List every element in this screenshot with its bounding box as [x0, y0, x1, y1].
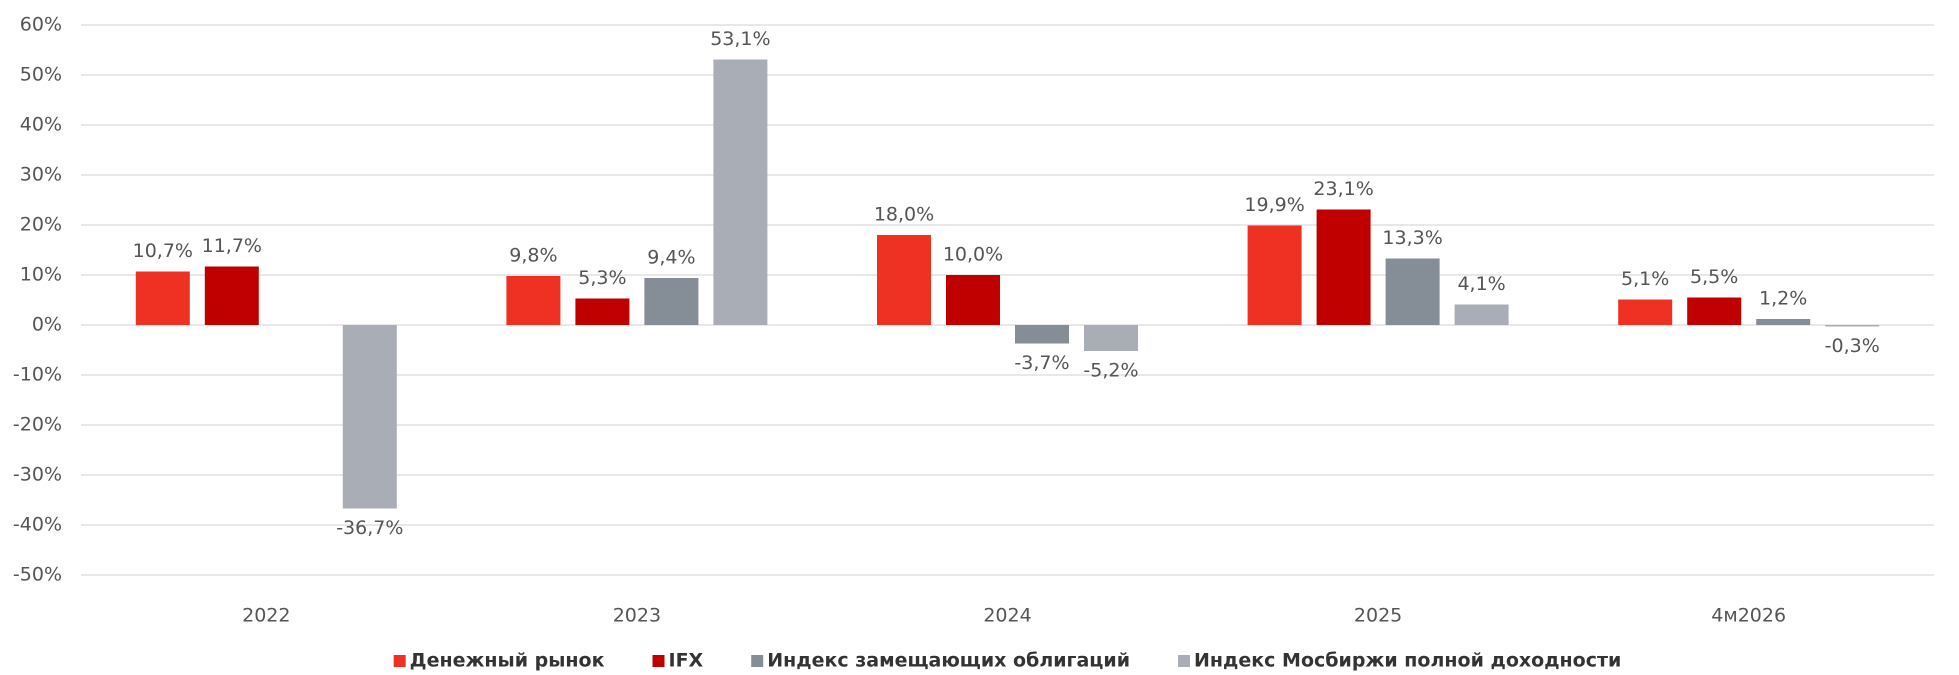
y-tick-label: 20% [20, 214, 62, 236]
data-label: 10,7% [133, 240, 193, 262]
bar [204, 266, 259, 325]
y-tick-label: -10% [13, 364, 62, 386]
y-tick-label: 30% [20, 164, 62, 186]
y-tick-label: 0% [32, 314, 62, 336]
bar [1015, 325, 1069, 344]
bar [1454, 304, 1509, 325]
y-tick-label: 10% [20, 264, 62, 286]
bar [342, 325, 397, 509]
bar [575, 298, 630, 325]
data-label: -0,3% [1825, 335, 1880, 357]
legend-swatch [1178, 655, 1191, 667]
x-tick-label: 4м2026 [1711, 605, 1786, 627]
bar [877, 235, 931, 325]
data-label: -3,7% [1014, 352, 1069, 374]
x-tick-label: 2022 [242, 605, 290, 627]
bar [506, 276, 561, 325]
data-label: -5,2% [1083, 360, 1138, 382]
x-tick-label: 2025 [1354, 605, 1402, 627]
x-tick-label: 2024 [983, 605, 1031, 627]
legend-label: IFX [669, 650, 704, 672]
bar [644, 278, 699, 325]
bar [1756, 319, 1811, 325]
data-label: -36,7% [336, 517, 403, 539]
bar [1687, 297, 1742, 325]
bar [135, 271, 190, 325]
data-label: 1,2% [1759, 288, 1807, 310]
bar [1385, 258, 1440, 325]
legend-label: Денежный рынок [410, 650, 605, 672]
y-tick-label: -50% [13, 564, 62, 586]
data-label: 18,0% [874, 204, 934, 226]
bar [1247, 225, 1302, 325]
data-label: 5,1% [1621, 268, 1669, 290]
legend-swatch [393, 655, 406, 667]
data-label: 9,4% [647, 247, 695, 269]
bar [946, 275, 1000, 325]
y-tick-label: -40% [13, 514, 62, 536]
data-label: 19,9% [1244, 194, 1304, 216]
data-label: 10,0% [943, 244, 1003, 266]
bar [1825, 325, 1880, 327]
y-tick-label: -30% [13, 464, 62, 486]
data-label: 53,1% [710, 28, 770, 50]
bar [713, 59, 768, 325]
bar [1084, 325, 1138, 351]
data-label: 5,5% [1690, 266, 1738, 288]
legend-label: Индекс Мосбиржи полной доходности [1194, 650, 1621, 672]
data-label: 13,3% [1382, 227, 1442, 249]
y-tick-label: 50% [20, 64, 62, 86]
data-label: 11,7% [202, 235, 262, 257]
legend-swatch [652, 655, 665, 667]
y-tick-label: 40% [20, 114, 62, 136]
x-tick-label: 2023 [613, 605, 661, 627]
legend-label: Индекс замещающих облигаций [767, 650, 1130, 672]
data-label: 23,1% [1313, 178, 1373, 200]
legend-swatch [751, 655, 764, 667]
bar [1316, 209, 1371, 325]
data-label: 5,3% [578, 267, 626, 289]
bar [1618, 299, 1673, 325]
data-label: 9,8% [509, 245, 557, 267]
y-tick-label: -20% [13, 414, 62, 436]
y-tick-label: 60% [20, 14, 62, 36]
data-label: 4,1% [1457, 273, 1505, 295]
